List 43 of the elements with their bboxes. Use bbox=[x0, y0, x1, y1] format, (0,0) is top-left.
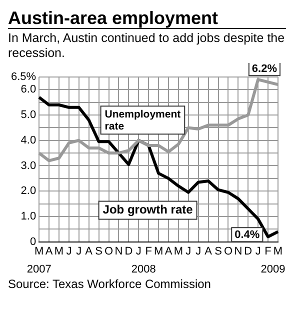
x-tick-label: S bbox=[95, 245, 102, 258]
y-tick-label: 6.0 bbox=[20, 84, 36, 96]
y-tick-label: 5.0 bbox=[20, 109, 36, 122]
x-tick-label: N bbox=[114, 245, 123, 258]
data-label: 6.2% bbox=[252, 63, 278, 76]
y-tick-label: 3.0 bbox=[20, 160, 36, 172]
x-tick-label: D bbox=[124, 245, 133, 258]
x-tick-label: M bbox=[174, 245, 184, 258]
x-tick-label: J bbox=[136, 245, 142, 258]
y-tick-label: 2.0 bbox=[20, 185, 36, 198]
x-tick-label: F bbox=[145, 245, 152, 258]
series-label: Job growth rate bbox=[102, 202, 194, 217]
series-label: Unemployment rate bbox=[104, 108, 182, 132]
x-tick-label: A bbox=[45, 245, 54, 258]
text: 2007 bbox=[26, 264, 52, 276]
source-note: Source: Texas Workforce Commission bbox=[8, 277, 212, 291]
chart-subtitle: In March, Austin continued to add jobs despite the recession. bbox=[8, 31, 286, 61]
x-tick-label: J bbox=[196, 245, 202, 258]
x-tick-label: O bbox=[224, 245, 233, 258]
y-tick-label: 1.0 bbox=[20, 210, 36, 222]
x-tick-label: M bbox=[273, 245, 283, 258]
y-tick-label: 6.5% bbox=[10, 71, 36, 84]
x-tick-label: M bbox=[54, 245, 64, 258]
chart-title: Austin-area employment bbox=[8, 8, 286, 29]
data-label: 0.4% bbox=[234, 229, 260, 242]
x-tick-label: M bbox=[34, 245, 44, 258]
x-tick-label: A bbox=[204, 245, 213, 258]
x-tick-label: J bbox=[76, 245, 82, 258]
x-tick-label: A bbox=[164, 245, 173, 258]
x-tick-label: D bbox=[244, 245, 252, 258]
x-tick-label: F bbox=[264, 245, 272, 258]
x-tick-label: A bbox=[85, 245, 94, 258]
text: 2008 bbox=[131, 264, 156, 276]
x-tick-label: O bbox=[104, 245, 114, 258]
y-tick-label: 0 bbox=[30, 236, 36, 248]
x-tick-label: J bbox=[66, 245, 72, 258]
x-tick-label: N bbox=[234, 245, 242, 258]
x-tick-label: J bbox=[186, 245, 192, 258]
x-tick-label: M bbox=[154, 245, 164, 258]
x-tick-label: J bbox=[255, 245, 261, 258]
y-tick-label: 4.0 bbox=[20, 134, 36, 146]
x-tick-label: S bbox=[214, 245, 222, 258]
text: 2009 bbox=[260, 264, 286, 276]
